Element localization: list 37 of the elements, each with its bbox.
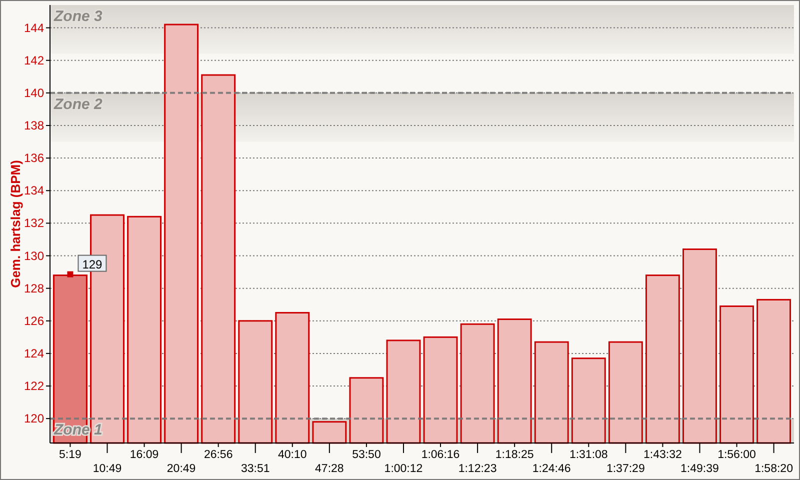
x-tick-label: 33:51 (240, 463, 270, 475)
x-tick-label: 1:58:20 (754, 463, 793, 475)
y-tick-label: 144 (24, 20, 44, 35)
band-label: Zone 2 (53, 96, 103, 113)
x-tick-label: 10:49 (92, 463, 122, 475)
y-axis-title: Gem. hartslag (BPM) (8, 160, 23, 288)
x-tick-label: 1:56:00 (718, 449, 756, 461)
y-tick-label: 126 (24, 314, 44, 328)
y-tick-label: 124 (24, 346, 44, 360)
x-tick-label: 26:56 (204, 449, 233, 461)
x-tick-label: 1:18:25 (495, 449, 534, 461)
y-tick-label: 136 (24, 151, 44, 166)
x-tick-label: 53:50 (352, 449, 381, 461)
x-tick-label: 40:10 (278, 449, 307, 461)
x-tick-label: 1:49:39 (680, 463, 719, 475)
y-tick-label: 142 (24, 53, 44, 68)
x-tick-label: 20:49 (166, 463, 196, 475)
x-tick-label: 1:12:23 (458, 463, 497, 475)
y-tick-label: 120 (24, 412, 44, 426)
x-tick-label: 5:19 (59, 449, 82, 461)
x-tick-label: 1:00:12 (384, 463, 423, 475)
y-tick-label: 130 (24, 248, 44, 263)
x-tick-label: 1:31:08 (569, 449, 608, 461)
y-tick-label: 122 (24, 379, 44, 394)
x-tick-label: 1:37:29 (606, 463, 645, 475)
y-tick-label: 132 (24, 216, 44, 230)
x-tick-label: 16:09 (130, 449, 159, 461)
x-tick-label: 1:43:32 (644, 449, 682, 461)
y-tick-label: 128 (24, 281, 44, 296)
x-tick-label: 1:06:16 (421, 449, 460, 461)
x-tick-label: 1:24:46 (532, 463, 571, 475)
annotation: 129 (82, 257, 103, 272)
y-tick-label: 134 (24, 184, 44, 198)
x-tick-label: 47:28 (315, 463, 344, 475)
y-tick-label: 138 (24, 118, 44, 132)
y-tick-label: 140 (24, 86, 44, 100)
band-label: Zone 3 (53, 8, 103, 25)
